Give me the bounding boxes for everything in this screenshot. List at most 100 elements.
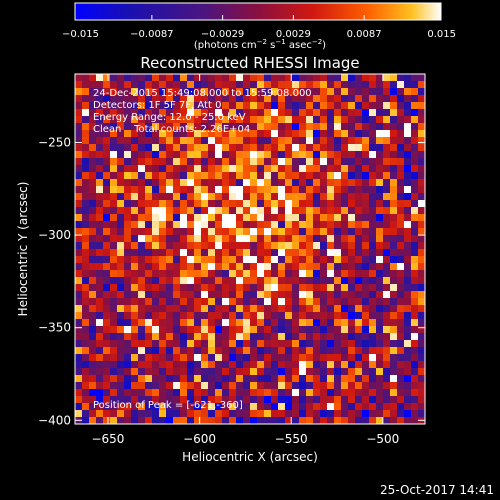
heatmap-cell bbox=[292, 137, 300, 145]
heatmap-cell bbox=[229, 242, 237, 250]
heatmap-cell bbox=[96, 95, 104, 103]
heatmap-cell bbox=[138, 109, 146, 117]
heatmap-cell bbox=[89, 165, 97, 173]
heatmap-cell bbox=[138, 270, 146, 278]
heatmap-cell bbox=[82, 326, 90, 334]
heatmap-cell bbox=[264, 361, 272, 369]
heatmap-cell bbox=[131, 74, 139, 82]
heatmap-cell bbox=[278, 277, 286, 285]
heatmap-cell bbox=[348, 165, 356, 173]
heatmap-cell bbox=[327, 200, 335, 208]
heatmap-cell bbox=[369, 200, 377, 208]
heatmap-cell bbox=[152, 389, 160, 397]
heatmap-cell bbox=[173, 123, 181, 131]
heatmap-cell bbox=[208, 263, 216, 271]
heatmap-cell bbox=[103, 417, 111, 425]
heatmap-cell bbox=[138, 382, 146, 390]
heatmap-cell bbox=[145, 249, 153, 257]
heatmap-cell bbox=[229, 137, 237, 145]
heatmap-cell bbox=[313, 88, 321, 96]
heatmap-cell bbox=[222, 158, 230, 166]
heatmap-cell bbox=[334, 123, 342, 131]
heatmap-cell bbox=[285, 235, 293, 243]
heatmap-cell bbox=[152, 95, 160, 103]
heatmap-cell bbox=[411, 144, 419, 152]
heatmap-cell bbox=[320, 389, 328, 397]
heatmap-cell bbox=[236, 116, 244, 124]
colorbar-ticks: −0.015 −0.0087 −0.0029 0.0029 0.0087 0.015 bbox=[62, 15, 456, 40]
heatmap-cell bbox=[215, 256, 223, 264]
heatmap-cell bbox=[236, 312, 244, 320]
heatmap-cell bbox=[376, 137, 384, 145]
heatmap-cell bbox=[390, 116, 398, 124]
heatmap-cell bbox=[194, 130, 202, 138]
heatmap-cell bbox=[229, 312, 237, 320]
heatmap-cell bbox=[124, 361, 132, 369]
heatmap-cell bbox=[250, 333, 258, 341]
heatmap-cell bbox=[159, 249, 167, 257]
heatmap-cell bbox=[138, 186, 146, 194]
heatmap-cell bbox=[299, 165, 307, 173]
heatmap-cell bbox=[369, 284, 377, 292]
heatmap-cell bbox=[320, 242, 328, 250]
heatmap-cell bbox=[411, 291, 419, 299]
heatmap-cell bbox=[222, 88, 230, 96]
heatmap-cell bbox=[138, 410, 146, 418]
heatmap-cell bbox=[341, 417, 349, 425]
heatmap-cell bbox=[201, 137, 209, 145]
heatmap-cell bbox=[411, 214, 419, 222]
heatmap-cell bbox=[418, 88, 426, 96]
heatmap-cell bbox=[278, 326, 286, 334]
heatmap-cell bbox=[362, 340, 370, 348]
heatmap-cell bbox=[194, 375, 202, 383]
heatmap-cell bbox=[376, 235, 384, 243]
heatmap-cell bbox=[187, 158, 195, 166]
heatmap-cell bbox=[215, 137, 223, 145]
heatmap-cell bbox=[166, 389, 174, 397]
heatmap-cell bbox=[194, 326, 202, 334]
heatmap-cell bbox=[334, 284, 342, 292]
heatmap-cell bbox=[292, 81, 300, 89]
heatmap-cell bbox=[327, 340, 335, 348]
heatmap-cell bbox=[292, 284, 300, 292]
heatmap-cell bbox=[75, 375, 83, 383]
heatmap-cell bbox=[89, 200, 97, 208]
heatmap-cell bbox=[285, 382, 293, 390]
heatmap-cell bbox=[96, 137, 104, 145]
heatmap-cell bbox=[152, 228, 160, 236]
heatmap-cell bbox=[271, 347, 279, 355]
heatmap-cell bbox=[264, 319, 272, 327]
heatmap-cell bbox=[166, 354, 174, 362]
heatmap-cell bbox=[159, 312, 167, 320]
heatmap-cell bbox=[292, 396, 300, 404]
heatmap-cell bbox=[131, 235, 139, 243]
heatmap-cell bbox=[173, 193, 181, 201]
heatmap-cell bbox=[418, 298, 426, 306]
heatmap-cell bbox=[96, 172, 104, 180]
heatmap-cell bbox=[362, 228, 370, 236]
heatmap-cell bbox=[208, 123, 216, 131]
heatmap-cell bbox=[138, 144, 146, 152]
heatmap-cell bbox=[110, 235, 118, 243]
heatmap-cell bbox=[418, 221, 426, 229]
heatmap-cell bbox=[138, 88, 146, 96]
heatmap-cell bbox=[180, 368, 188, 376]
heatmap-cell bbox=[292, 403, 300, 411]
heatmap-cell bbox=[257, 368, 265, 376]
heatmap-cell bbox=[131, 151, 139, 159]
heatmap-cell bbox=[201, 228, 209, 236]
heatmap-cell bbox=[82, 396, 90, 404]
heatmap-cell bbox=[264, 235, 272, 243]
heatmap-cell bbox=[334, 298, 342, 306]
heatmap-cell bbox=[397, 193, 405, 201]
heatmap-cell bbox=[341, 326, 349, 334]
heatmap-cell bbox=[173, 81, 181, 89]
heatmap-cell bbox=[89, 144, 97, 152]
heatmap-cell bbox=[313, 263, 321, 271]
heatmap-cell bbox=[124, 158, 132, 166]
heatmap-cell bbox=[383, 319, 391, 327]
heatmap-cell bbox=[201, 151, 209, 159]
heatmap-cell bbox=[208, 158, 216, 166]
heatmap-cell bbox=[278, 396, 286, 404]
heatmap-cell bbox=[236, 396, 244, 404]
